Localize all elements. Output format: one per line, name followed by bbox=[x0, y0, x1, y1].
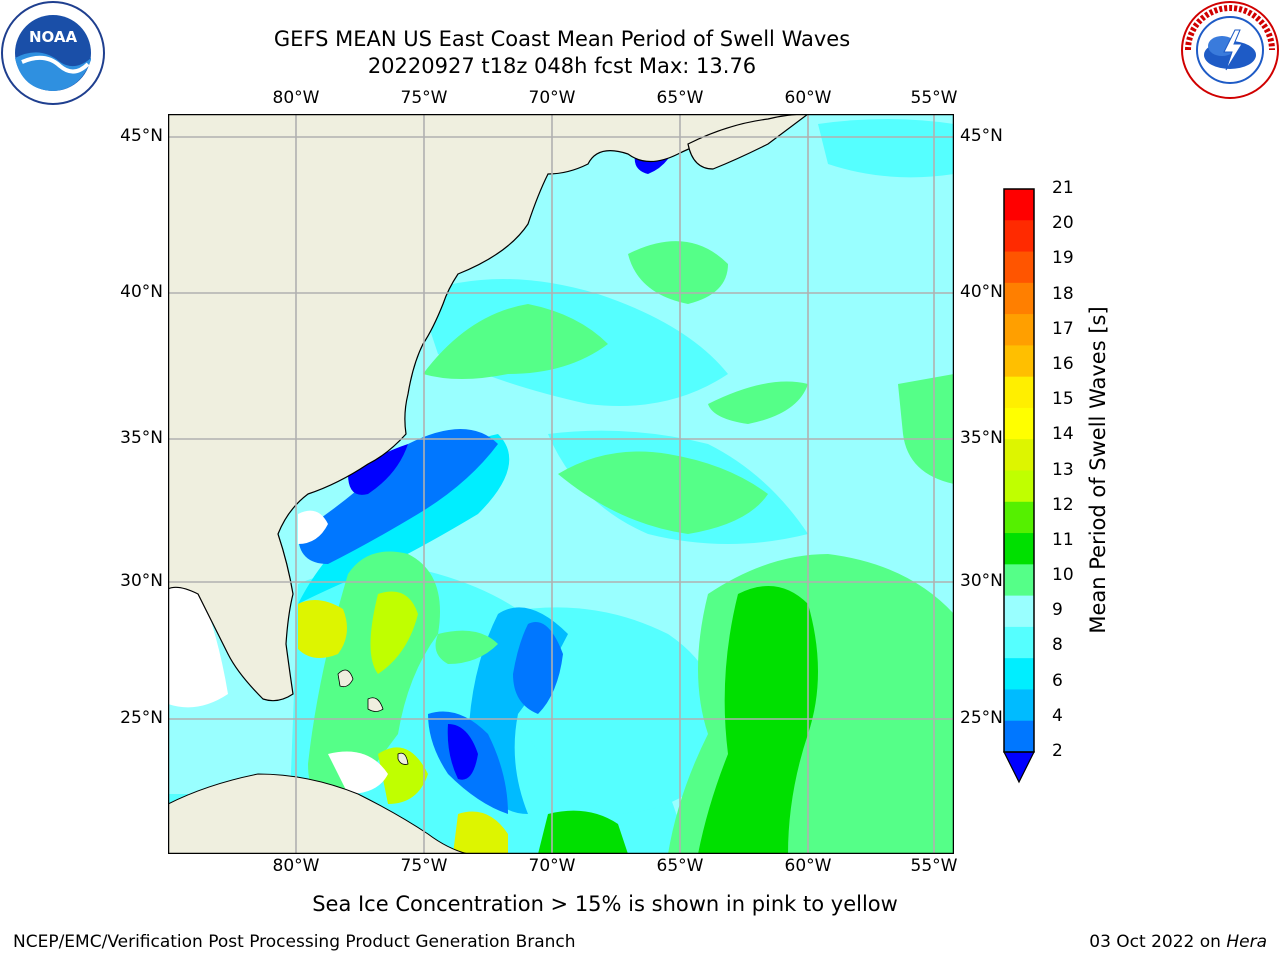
colorbar-tick-label: 9 bbox=[1052, 600, 1063, 621]
colorbar-tick-label: 8 bbox=[1052, 635, 1063, 656]
colorbar-block bbox=[1004, 376, 1034, 409]
swell-region-cyan bbox=[818, 119, 954, 178]
swell-region-green bbox=[628, 241, 728, 304]
lat-label-right: 35°N bbox=[960, 428, 1003, 448]
colorbar-block bbox=[1004, 533, 1034, 565]
colorbar-block bbox=[1004, 189, 1034, 221]
colorbar-block bbox=[1004, 626, 1034, 659]
footer-credit: NCEP/EMC/Verification Post Processing Pr… bbox=[13, 932, 576, 952]
lat-label-left: 40°N bbox=[120, 282, 163, 302]
colorbar-block bbox=[1004, 345, 1034, 378]
lon-label-top: 80°W bbox=[272, 88, 320, 108]
no-data-region bbox=[168, 584, 228, 708]
lon-label-bottom: 60°W bbox=[784, 856, 832, 876]
colorbar-label: Mean Period of Swell Waves [s] bbox=[1086, 306, 1110, 634]
swell-region-yellowgreen bbox=[378, 747, 428, 804]
colorbar-tick-label: 21 bbox=[1052, 178, 1074, 198]
swell-region-green bbox=[898, 374, 954, 484]
lon-label-top: 70°W bbox=[528, 88, 576, 108]
colorbar-block bbox=[1004, 314, 1034, 346]
colorbar-block bbox=[1004, 501, 1034, 534]
swell-region-bright-green bbox=[698, 586, 818, 854]
colorbar-tick-label: 10 bbox=[1052, 565, 1074, 586]
colorbar-block bbox=[1004, 720, 1034, 753]
lat-label-left: 25°N bbox=[120, 708, 163, 728]
colorbar-tick-label: 13 bbox=[1052, 459, 1074, 480]
colorbar-tick-label: 6 bbox=[1052, 670, 1063, 691]
colorbar-tick-label: 19 bbox=[1052, 248, 1074, 269]
swell-region-blue bbox=[447, 724, 478, 780]
land-bahamas bbox=[337, 669, 409, 765]
colorbar-tick-label: 16 bbox=[1052, 353, 1074, 374]
lon-label-bottom: 65°W bbox=[656, 856, 704, 876]
colorbar-tick-label: 2 bbox=[1052, 741, 1063, 761]
lat-label-right: 30°N bbox=[960, 571, 1003, 591]
swell-region-green bbox=[435, 630, 498, 664]
lon-label-bottom: 80°W bbox=[272, 856, 320, 876]
swell-region-yellowgreen bbox=[298, 600, 347, 658]
swell-region-green bbox=[558, 451, 768, 534]
svg-text:NOAA: NOAA bbox=[29, 28, 78, 46]
swell-region-green bbox=[423, 304, 608, 379]
swell-region-yellowgreen bbox=[453, 811, 508, 854]
colorbar-block bbox=[1004, 251, 1034, 284]
no-data-region bbox=[298, 510, 328, 544]
swell-period-map bbox=[168, 114, 954, 854]
lon-label-bottom: 70°W bbox=[528, 856, 576, 876]
lon-label-top: 65°W bbox=[656, 88, 704, 108]
no-data-region bbox=[328, 751, 388, 794]
swell-region-blue bbox=[513, 622, 563, 714]
colorbar-block bbox=[1004, 595, 1034, 628]
colorbar-tick-label: 20 bbox=[1052, 213, 1074, 234]
swell-region-yellowgreen bbox=[370, 591, 418, 674]
lat-label-left: 30°N bbox=[120, 571, 163, 591]
colorbar-tick-label: 15 bbox=[1052, 389, 1074, 410]
land-north-america bbox=[168, 114, 809, 702]
colorbar bbox=[1003, 188, 1035, 784]
map-frame bbox=[168, 114, 954, 854]
colorbar-tick-label: 17 bbox=[1052, 318, 1074, 339]
lat-label-left: 45°N bbox=[120, 126, 163, 146]
plot-subtitle: 20220927 t18z 048h fcst Max: 13.76 bbox=[367, 54, 757, 78]
swell-region-bright-green bbox=[538, 810, 628, 854]
swell-region-green bbox=[708, 381, 808, 424]
lon-label-top: 55°W bbox=[910, 88, 958, 108]
plot-title: GEFS MEAN US East Coast Mean Period of S… bbox=[273, 27, 851, 51]
colorbar-block bbox=[1004, 282, 1034, 315]
lat-label-right: 25°N bbox=[960, 708, 1003, 728]
lon-label-bottom: 75°W bbox=[400, 856, 448, 876]
lat-label-right: 40°N bbox=[960, 282, 1003, 302]
colorbar-block bbox=[1004, 407, 1034, 440]
colorbar-tick-label: 18 bbox=[1052, 283, 1074, 304]
lat-label-left: 35°N bbox=[120, 428, 163, 448]
lon-label-bottom: 55°W bbox=[910, 856, 958, 876]
lon-label-top: 60°W bbox=[784, 88, 832, 108]
sea-ice-note: Sea Ice Concentration > 15% is shown in … bbox=[312, 892, 898, 916]
colorbar-block bbox=[1004, 470, 1034, 503]
colorbar-tick-label: 12 bbox=[1052, 494, 1074, 515]
colorbar-block bbox=[1004, 564, 1034, 597]
graticule bbox=[168, 114, 954, 854]
swell-region-blue bbox=[298, 429, 498, 564]
nws-logo-icon bbox=[1181, 1, 1279, 99]
swell-region-blue bbox=[348, 444, 408, 495]
noaa-logo-icon: NOAA bbox=[1, 1, 105, 105]
footer-date: 03 Oct 2022 on Hera bbox=[1089, 932, 1267, 952]
colorbar-tick-label: 11 bbox=[1052, 529, 1074, 550]
colorbar-tick-label: 4 bbox=[1052, 705, 1063, 726]
colorbar-block bbox=[1004, 689, 1034, 722]
lat-label-right: 45°N bbox=[960, 126, 1003, 146]
colorbar-block bbox=[1004, 658, 1034, 690]
footer-machine: Hera bbox=[1226, 932, 1267, 952]
colorbar-block bbox=[1004, 439, 1034, 471]
land-cuba bbox=[168, 773, 469, 854]
colorbar-tick-label: 14 bbox=[1052, 424, 1074, 445]
colorbar-block bbox=[1004, 220, 1034, 253]
lon-label-top: 75°W bbox=[400, 88, 448, 108]
